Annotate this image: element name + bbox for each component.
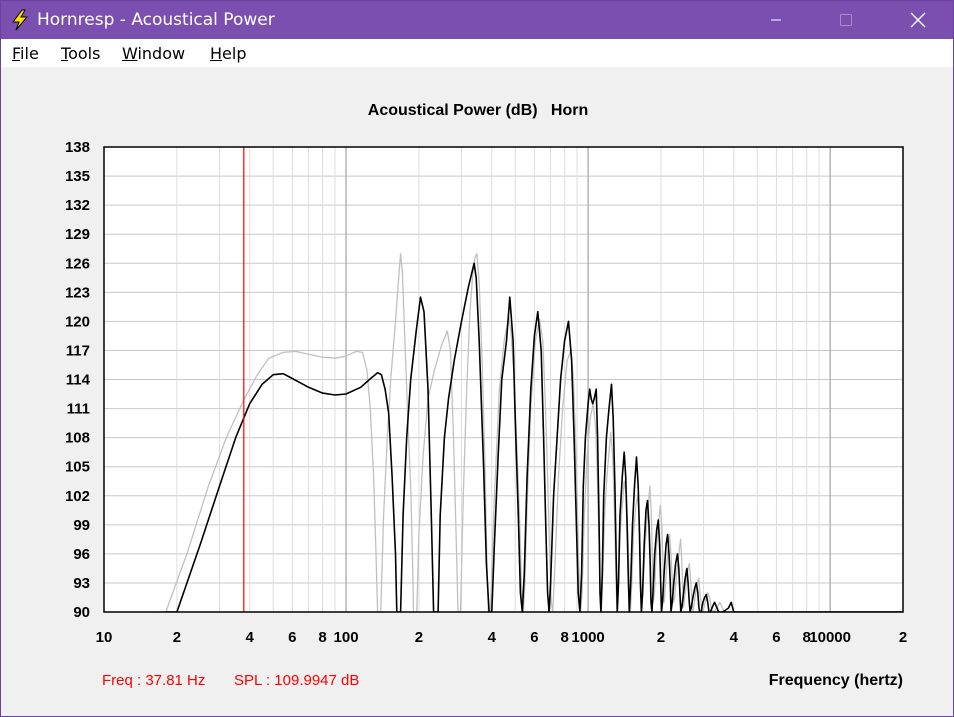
menu-file[interactable]: File [12, 44, 39, 63]
x-tick-label: 10000 [809, 629, 851, 646]
y-tick-label: 123 [65, 284, 90, 301]
y-tick-label: 99 [73, 517, 90, 534]
maximize-button[interactable] [823, 1, 869, 39]
ghost-trace [153, 252, 903, 612]
y-tick-label: 126 [65, 255, 90, 272]
y-tick-label: 105 [65, 459, 90, 476]
close-icon [910, 12, 926, 28]
menu-tools[interactable]: Tools [61, 44, 101, 63]
main-trace [165, 262, 903, 612]
minimize-button[interactable] [753, 1, 799, 39]
y-tick-label: 138 [65, 139, 90, 156]
y-tick-label: 132 [65, 197, 90, 214]
y-tick-label: 108 [65, 430, 90, 447]
y-axis-ticks: 138 135 132 129 126 123 120 117 114 111 108 105 102 9… [65, 139, 91, 621]
x-tick-label: 8 [560, 629, 568, 646]
x-tick-label: 4 [246, 629, 255, 646]
y-tick-label: 114 [66, 372, 91, 389]
acoustical-power-chart[interactable]: Acoustical Power (dB) Horn 1381351321291… [1, 67, 953, 716]
y-tick-label: 117 [66, 342, 90, 359]
x-tick-label: 6 [772, 629, 780, 646]
x-tick-label: 1000 [571, 629, 604, 646]
menu-bar: File Tools Window Help [1, 39, 953, 67]
minimize-icon [771, 19, 781, 21]
maximize-icon [840, 14, 852, 26]
y-tick-label: 120 [65, 313, 90, 330]
x-tick-label: 100 [334, 629, 359, 646]
close-button[interactable] [895, 1, 941, 39]
y-tick-label: 96 [73, 546, 90, 563]
series-group [153, 252, 903, 612]
menu-help[interactable]: Help [210, 44, 247, 63]
y-tick-label: 111 [67, 401, 90, 418]
x-tick-label: 8 [318, 629, 326, 646]
menu-window[interactable]: Window [122, 44, 186, 63]
y-tick-label: 90 [73, 604, 90, 621]
x-tick-label: 10 [96, 629, 113, 646]
x-tick-label: 8 [803, 629, 811, 646]
spl-readout: SPL : 109.9947 dB [234, 672, 359, 689]
plot-frame [103, 146, 904, 613]
freq-readout: Freq : 37.81 Hz [102, 672, 205, 689]
x-tick-label: 2 [173, 629, 181, 646]
lightning-bolt-icon [12, 9, 29, 31]
y-tick-label: 129 [65, 226, 90, 243]
window-title: Hornresp - Acoustical Power [37, 10, 275, 30]
x-axis-label: Frequency (hertz) [769, 672, 903, 689]
x-tick-label: 4 [730, 629, 739, 646]
x-tick-label: 2 [899, 629, 907, 646]
x-tick-label: 6 [530, 629, 538, 646]
chart-title: Acoustical Power (dB) Horn [368, 102, 588, 119]
y-tick-label: 135 [65, 168, 90, 185]
x-tick-label: 2 [415, 629, 423, 646]
x-tick-label: 4 [488, 629, 497, 646]
x-tick-label: 2 [657, 629, 665, 646]
y-tick-label: 93 [73, 575, 90, 592]
title-bar: Hornresp - Acoustical Power [1, 1, 953, 39]
x-tick-label: 6 [288, 629, 296, 646]
y-tick-label: 102 [65, 488, 90, 505]
